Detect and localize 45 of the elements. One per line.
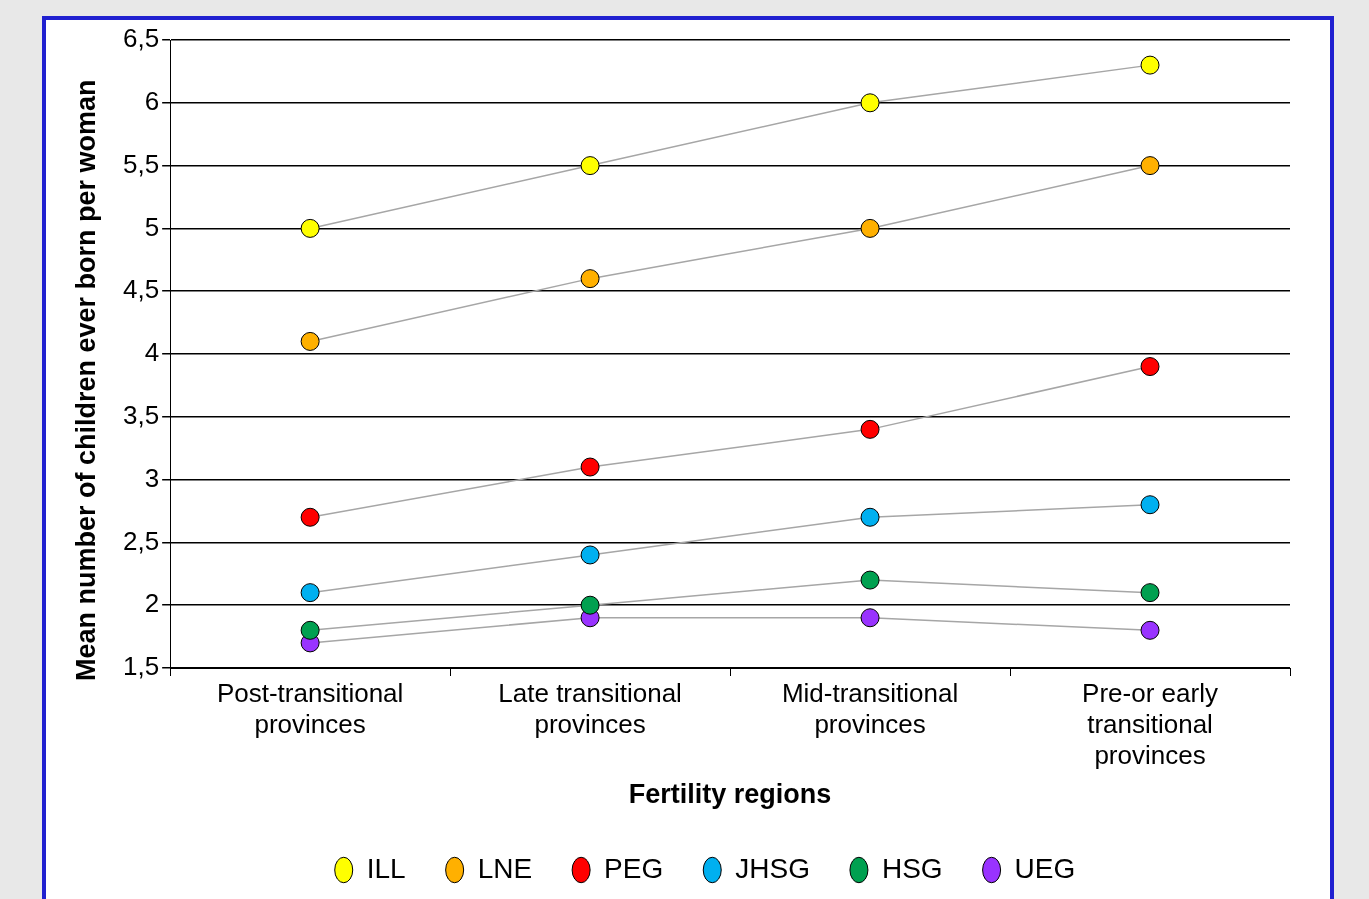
point	[860, 507, 880, 527]
x-tick-label: Mid-transitional provinces	[781, 677, 959, 739]
y-tick-label: 1,5	[122, 651, 160, 682]
point	[1140, 495, 1160, 515]
y-tick-label: 3	[144, 462, 160, 493]
y-tick-label: 5,5	[122, 148, 160, 179]
point	[300, 583, 320, 603]
y-tick-label: 6	[144, 85, 160, 116]
point	[860, 218, 880, 238]
legend-label: PEG	[604, 852, 664, 884]
y-tick-label: 3,5	[122, 399, 160, 430]
point	[860, 570, 880, 590]
point	[1140, 583, 1160, 603]
point	[580, 545, 600, 565]
y-tick-label: 5	[144, 211, 160, 242]
point	[580, 156, 600, 176]
point	[860, 93, 880, 113]
point	[1140, 357, 1160, 377]
y-tick-label: 2	[144, 588, 160, 619]
legend-label: JHSG	[735, 852, 810, 884]
y-tick-label: 4,5	[122, 274, 160, 305]
x-tick-label: Post-transitional provinces	[216, 677, 404, 739]
y-axis-title: Mean number of children ever born per woman	[71, 78, 101, 683]
x-tick-label: Late transitional provinces	[498, 677, 682, 739]
point	[580, 457, 600, 477]
point	[300, 620, 320, 640]
point	[300, 507, 320, 527]
y-tick-label: 4	[144, 337, 160, 368]
point	[860, 608, 880, 628]
point	[1140, 55, 1160, 75]
point	[860, 419, 880, 439]
x-tick-label: Pre-or early transitional provinces	[1082, 677, 1218, 771]
legend-label: HSG	[881, 852, 943, 884]
point	[1140, 156, 1160, 176]
legend-label: ILL	[366, 852, 406, 884]
x-axis-title: Fertility regions	[628, 779, 832, 810]
point	[300, 331, 320, 351]
point	[300, 218, 320, 238]
point	[580, 269, 600, 289]
point	[1140, 620, 1160, 640]
point	[580, 595, 600, 615]
legend-label: UEG	[1014, 852, 1076, 884]
y-tick-label: 6,5	[122, 23, 160, 54]
legend-label: LNE	[477, 852, 533, 884]
y-tick-label: 2,5	[122, 525, 160, 556]
